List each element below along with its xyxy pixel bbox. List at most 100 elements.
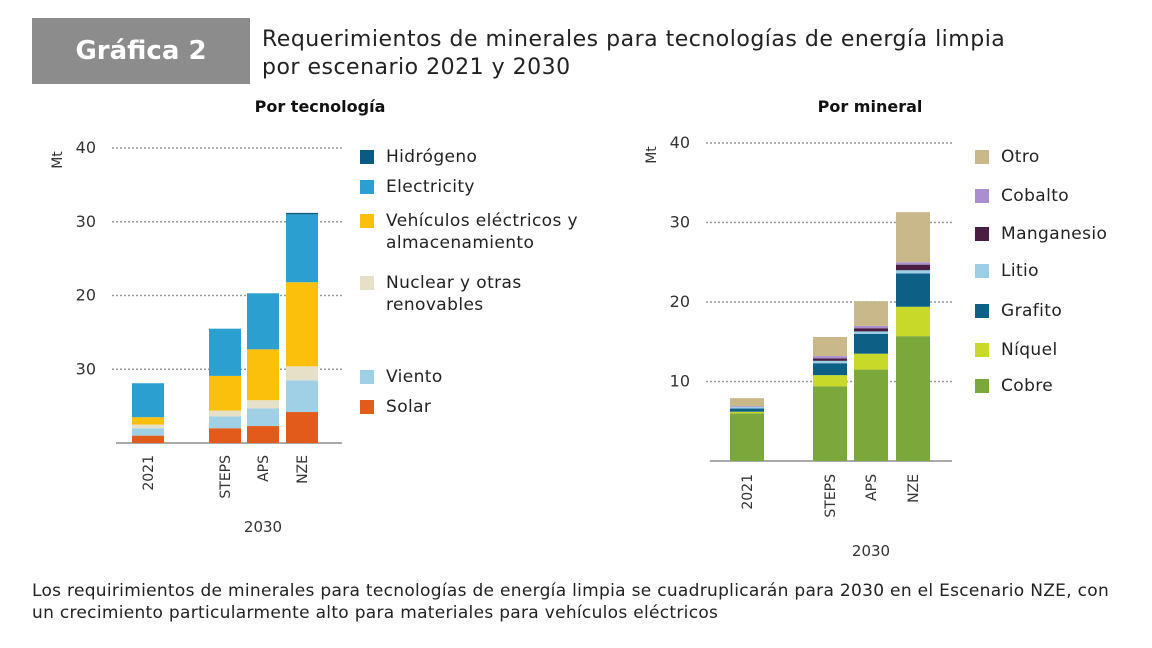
- bar-segment: [247, 400, 279, 409]
- bar-segment: [286, 412, 318, 443]
- y-axis-label: Mt: [644, 146, 660, 164]
- bar-segment: [896, 264, 930, 271]
- bar-segment: [854, 328, 888, 332]
- legend-item: Manganesio: [975, 223, 1145, 245]
- legend-item: Níquel: [975, 339, 1145, 361]
- legend-swatch: [975, 343, 989, 357]
- x-tick-label: STEPS: [218, 455, 234, 499]
- bar-segment: [854, 301, 888, 326]
- legend-label: Cobalto: [1001, 186, 1070, 206]
- bar-segment: [286, 380, 318, 413]
- bar-segment: [813, 360, 847, 364]
- legend-label: Níquel: [1001, 340, 1058, 360]
- y-axis-label: Mt: [50, 151, 66, 169]
- group-label: 2030: [244, 518, 282, 536]
- bar-segment: [286, 366, 318, 381]
- legend-label: Litio: [1001, 261, 1039, 281]
- bar-segment: [730, 398, 764, 407]
- x-tick-label: APS: [256, 455, 272, 482]
- bar-segment: [896, 336, 930, 461]
- bar-segment: [247, 349, 279, 401]
- legend-swatch: [975, 150, 989, 164]
- y-tick-label: 30: [76, 359, 96, 378]
- bar-segment: [896, 212, 930, 263]
- legend-item: Hidrógeno: [360, 146, 610, 168]
- bar-segment: [813, 358, 847, 361]
- legend-swatch: [360, 370, 374, 384]
- legend-item: Solar: [360, 396, 610, 418]
- bar-segment: [209, 410, 241, 417]
- bar-segment: [730, 406, 764, 407]
- legend-item: Litio: [975, 260, 1145, 282]
- x-tick-label: 2021: [740, 474, 756, 510]
- legend-item: Grafito: [975, 300, 1145, 322]
- bar-segment: [854, 325, 888, 329]
- y-tick-label: 40: [670, 133, 690, 152]
- chart-title: Por tecnología: [255, 97, 386, 116]
- bar-segment: [132, 424, 164, 429]
- bar-segment: [247, 293, 279, 350]
- bar-segment: [813, 356, 847, 359]
- y-tick-label: 20: [76, 286, 96, 305]
- badge: Gráfica 2: [32, 18, 250, 84]
- y-tick-label: 30: [76, 212, 96, 231]
- group-label: 2030: [852, 542, 890, 560]
- bar-segment: [286, 212, 318, 215]
- y-tick-label: 30: [670, 213, 690, 232]
- legend-label: Nuclear y otras renovables: [386, 273, 522, 315]
- x-tick-label: NZE: [906, 474, 922, 503]
- legend-label: Vehículos eléctricos y almacenamiento: [386, 211, 579, 253]
- bar-segment: [730, 406, 764, 409]
- legend-item: Otro: [975, 146, 1145, 168]
- bar-segment: [247, 426, 279, 443]
- bar-segment: [896, 262, 930, 265]
- legend-item: Viento: [360, 366, 610, 388]
- legend-label: Hidrógeno: [386, 147, 478, 167]
- bar-segment: [132, 435, 164, 443]
- caption: Los requirimientos de minerales para tec…: [32, 581, 1110, 623]
- y-tick-label: 40: [76, 138, 96, 157]
- bar-segment: [854, 369, 888, 461]
- legend-swatch: [975, 264, 989, 278]
- bar-segment: [730, 411, 764, 414]
- legend-label: Manganesio: [1001, 224, 1108, 244]
- bar-segment: [730, 413, 764, 461]
- bar-segment: [854, 353, 888, 370]
- bar-segment: [854, 331, 888, 334]
- legend-label: Cobre: [1001, 376, 1054, 396]
- legend-label: Viento: [386, 367, 443, 387]
- legend-item: Cobre: [975, 375, 1145, 397]
- bar-segment: [209, 328, 241, 376]
- bar-segment: [209, 375, 241, 411]
- legend-swatch: [975, 379, 989, 393]
- x-tick-label: 2021: [141, 455, 157, 491]
- bar-segment: [247, 408, 279, 427]
- chart-title: Por mineral: [818, 97, 923, 116]
- legend-item: Vehículos eléctricos y almacenamiento: [360, 210, 610, 254]
- bar-segment: [132, 428, 164, 436]
- bar-segment: [896, 270, 930, 274]
- legend-label: Electricity: [386, 177, 475, 197]
- legend-item: Electricity: [360, 176, 610, 198]
- legend-swatch: [360, 180, 374, 194]
- bar-segment: [209, 428, 241, 443]
- legend-swatch: [360, 276, 374, 290]
- bar-segment: [896, 273, 930, 307]
- legend-item: Cobalto: [975, 185, 1145, 207]
- y-tick-label: 10: [670, 372, 690, 391]
- bar-segment: [209, 416, 241, 429]
- bar-segment: [132, 417, 164, 425]
- legend-swatch: [975, 304, 989, 318]
- legend-swatch: [975, 189, 989, 203]
- bar-segment: [286, 282, 318, 367]
- bar-segment: [896, 306, 930, 337]
- title: Requerimientos de minerales para tecnolo…: [262, 27, 1006, 80]
- bar-segment: [730, 408, 764, 412]
- legend-swatch: [360, 214, 374, 228]
- bar-segment: [813, 336, 847, 357]
- legend-item: Nuclear y otras renovables: [360, 272, 610, 316]
- legend-label: Grafito: [1001, 301, 1063, 321]
- x-tick-label: NZE: [295, 455, 311, 484]
